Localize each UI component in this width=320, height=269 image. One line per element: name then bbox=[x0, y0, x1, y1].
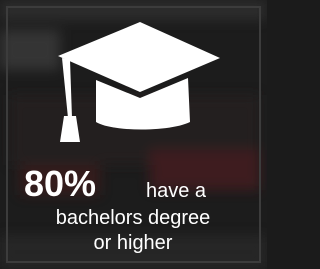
stat-line: or higher bbox=[94, 232, 173, 254]
stat-suffix: have a bbox=[146, 180, 207, 202]
stat-line: bachelors degree bbox=[56, 207, 211, 229]
page: 80% have a bachelors degree or higher ((… bbox=[0, 0, 267, 269]
stat-value: 80% bbox=[24, 163, 96, 204]
infographic-tile: 80% have a bachelors degree or higher bbox=[0, 0, 267, 269]
